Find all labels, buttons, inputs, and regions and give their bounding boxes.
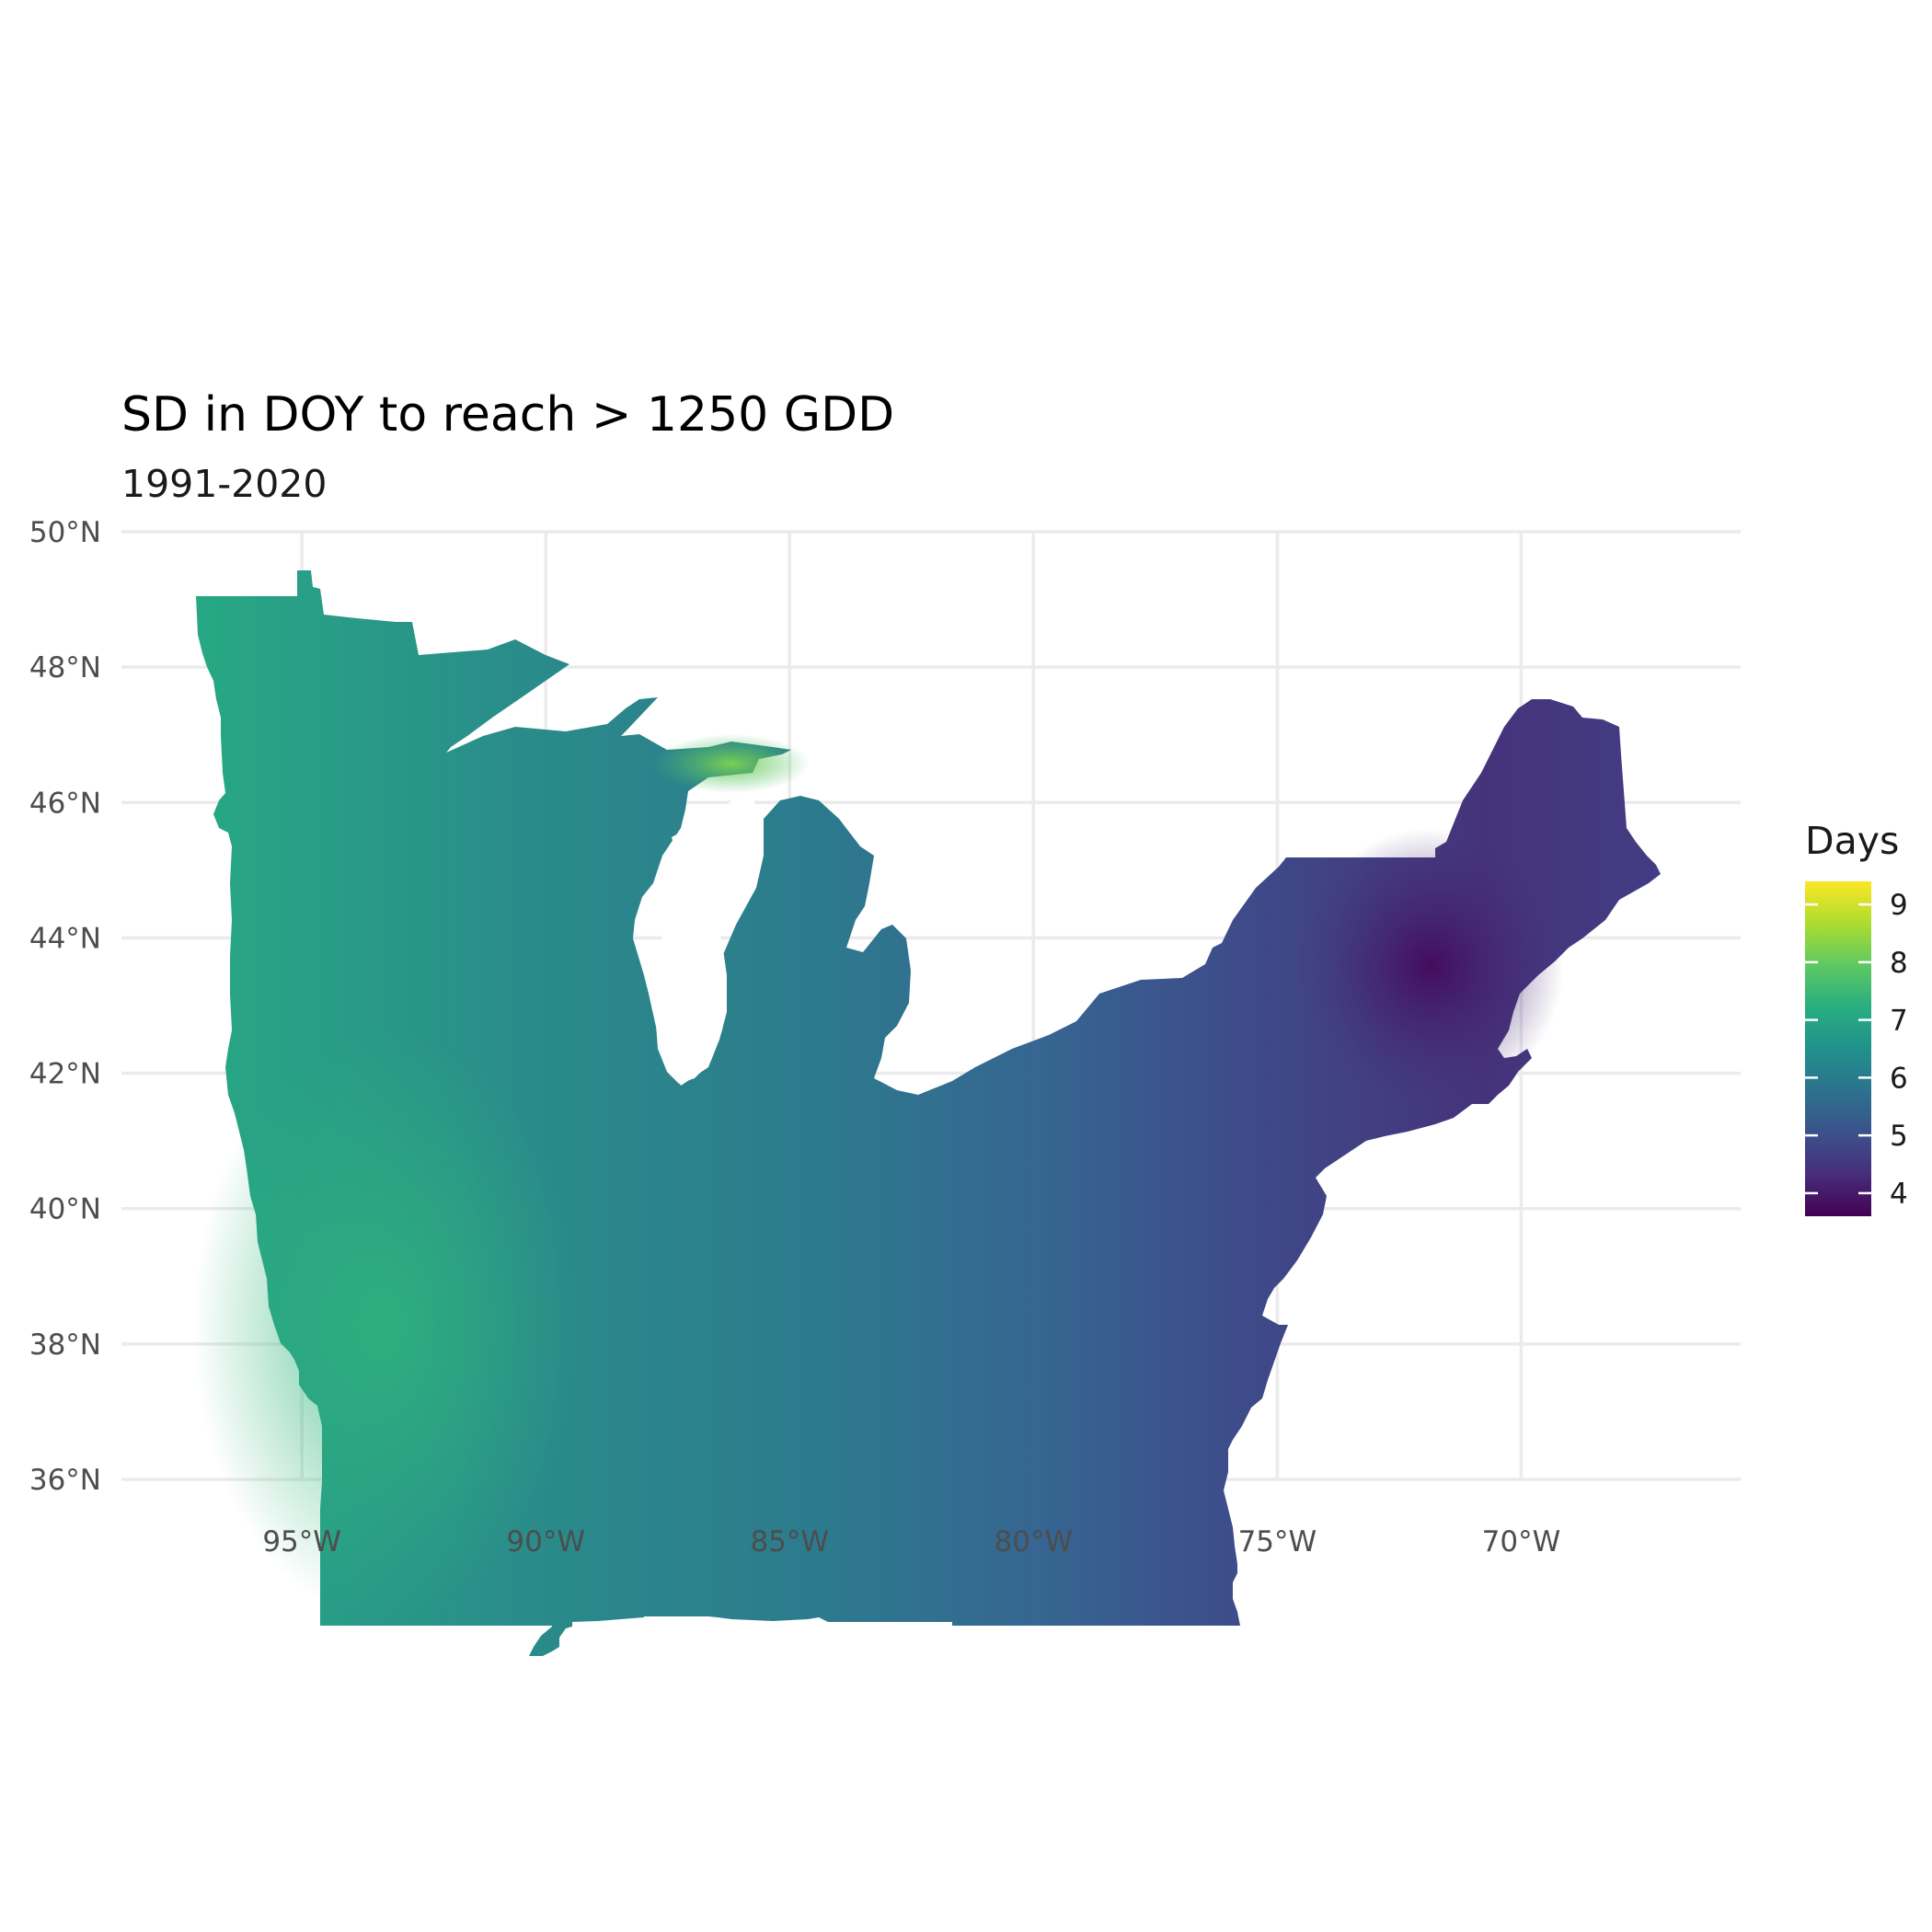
chart-title: SD in DOY to reach > 1250 GDD [121,387,894,443]
y-tick-label: 46°N [29,787,101,820]
x-tick-label: 85°W [750,1525,829,1558]
y-tick-label: 42°N [29,1058,101,1091]
raster-land [193,570,1661,1656]
upper-peninsula-bright-region [653,734,810,793]
y-tick-label: 48°N [29,651,101,684]
y-tick-label: 44°N [29,922,101,955]
x-tick-label: 95°W [262,1525,341,1558]
legend-title: Days [1805,819,1899,863]
legend-tick-label: 5 [1890,1120,1908,1153]
y-tick-label: 40°N [29,1193,101,1226]
sw-bright-region [193,1030,580,1619]
legend-colorbar [1805,881,1871,1216]
chart-subtitle: 1991-2020 [121,462,327,506]
northeast-core-region [1297,828,1564,1104]
x-tick-label: 75°W [1238,1525,1317,1558]
legend-tick-label: 4 [1890,1178,1908,1211]
legend-tick-label: 7 [1890,1005,1908,1038]
legend-tick-label: 9 [1890,889,1908,922]
axes: 95°W 90°W 85°W 80°W 75°W 70°W 36°N 38°N 40°N 42°N… [29,516,1560,1558]
y-tick-label: 36°N [29,1464,101,1497]
y-tick-label: 38°N [29,1328,101,1362]
x-tick-label: 70°W [1482,1525,1561,1558]
legend-tick-label: 8 [1890,947,1908,980]
x-tick-label: 90°W [506,1525,585,1558]
x-tick-label: 80°W [995,1525,1074,1558]
lake-michigan [655,793,754,1084]
legend-tick-label: 6 [1890,1062,1908,1095]
y-tick-label: 50°N [29,516,101,549]
legend: Days 4 5 6 7 8 9 [1805,819,1908,1216]
